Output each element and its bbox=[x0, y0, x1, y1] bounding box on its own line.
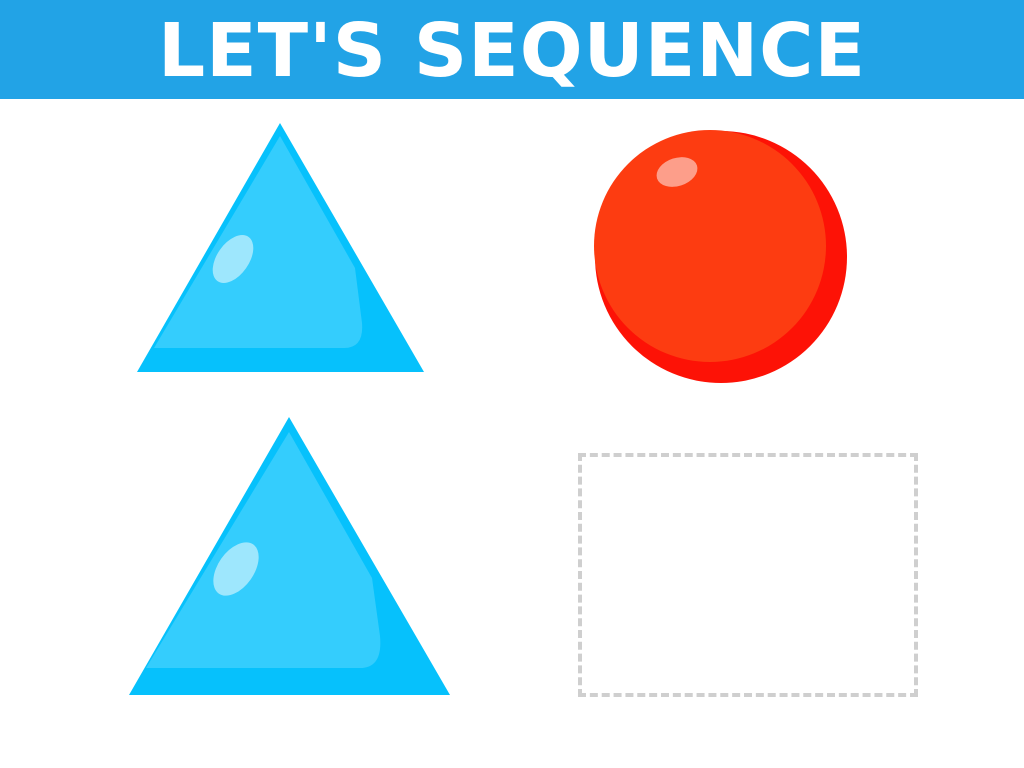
triangle-icon bbox=[137, 123, 424, 372]
sequence-item-2[interactable] bbox=[590, 126, 852, 388]
page-title: LET'S SEQUENCE bbox=[157, 7, 867, 94]
answer-slot[interactable] bbox=[578, 453, 918, 697]
sequence-item-3[interactable] bbox=[124, 412, 456, 700]
triangle-icon bbox=[129, 417, 450, 695]
sequence-item-1[interactable] bbox=[132, 118, 432, 378]
ball-icon bbox=[594, 130, 847, 383]
title-banner: LET'S SEQUENCE bbox=[0, 0, 1024, 99]
